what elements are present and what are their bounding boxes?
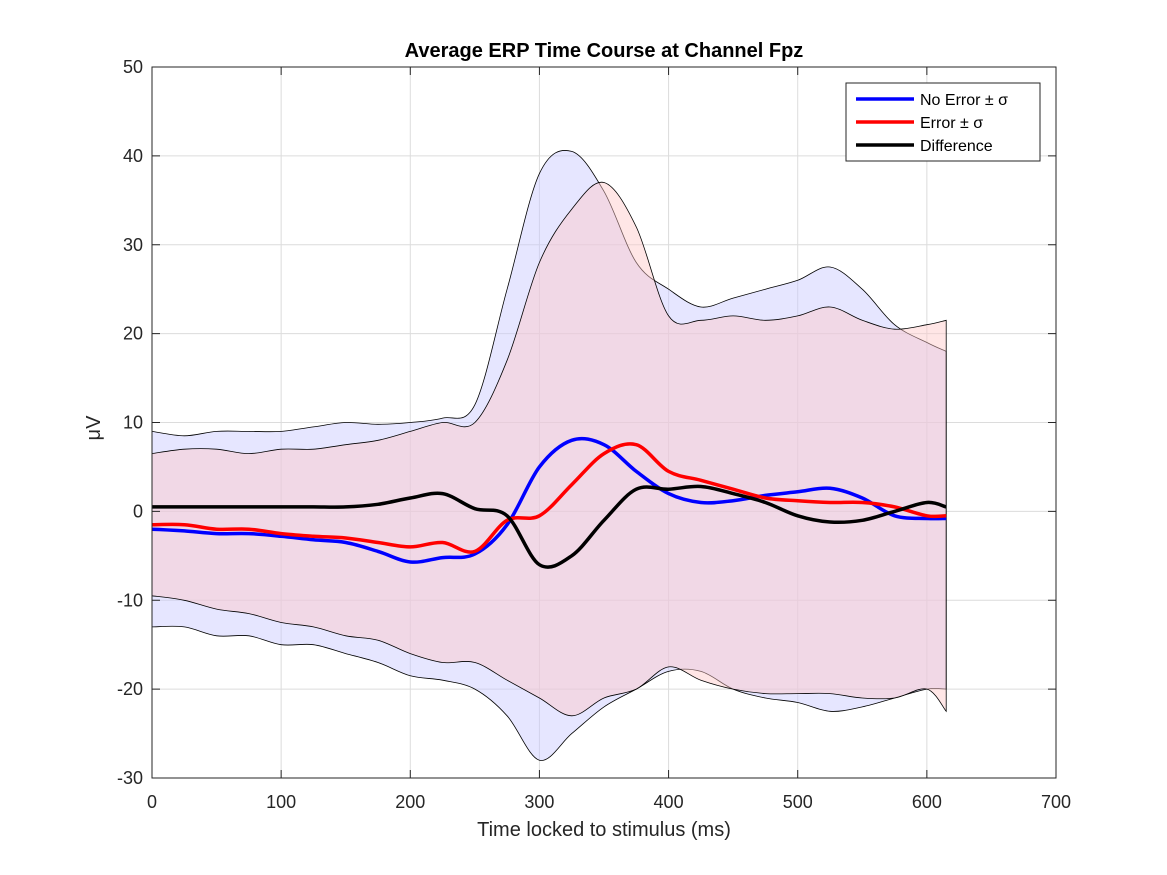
legend-label-error: Error ± σ [920,115,983,132]
axis-ticks: 0 100 200 300 400 500 600 700 -30 -20 -10 0 10 20 30 40… [117,57,1071,812]
y-tick-label: -20 [117,679,143,699]
legend-label-no-error: No Error ± σ [920,92,1008,109]
y-tick-label: 50 [123,57,143,77]
x-tick-label: 300 [524,792,554,812]
legend-label-difference: Difference [920,138,993,155]
y-axis-label: μV [83,415,105,441]
series-line-no-error [151,436,947,564]
y-tick-label: 30 [123,235,143,255]
y-tick-label: 10 [123,413,143,433]
x-tick-label: 400 [654,792,684,812]
x-tick-label: 100 [266,792,296,812]
x-tick-label: 600 [912,792,942,812]
std-band-error [151,181,947,717]
y-tick-label: 20 [123,324,143,344]
series-lines [151,436,947,569]
x-tick-label: 0 [147,792,157,812]
series-line-difference [151,484,947,569]
y-tick-label: -30 [117,768,143,788]
x-tick-label: 200 [395,792,425,812]
x-axis-label: Time locked to stimulus (ms) [477,819,731,841]
y-tick-label: 0 [133,501,143,521]
x-tick-label: 500 [783,792,813,812]
series-line-error [151,442,947,554]
chart-title: Average ERP Time Course at Channel Fpz [405,40,804,62]
y-tick-label: 40 [123,146,143,166]
legend: No Error ± σ Error ± σ Difference [845,82,1041,162]
x-tick-label: 700 [1041,792,1071,812]
y-tick-label: -10 [117,590,143,610]
